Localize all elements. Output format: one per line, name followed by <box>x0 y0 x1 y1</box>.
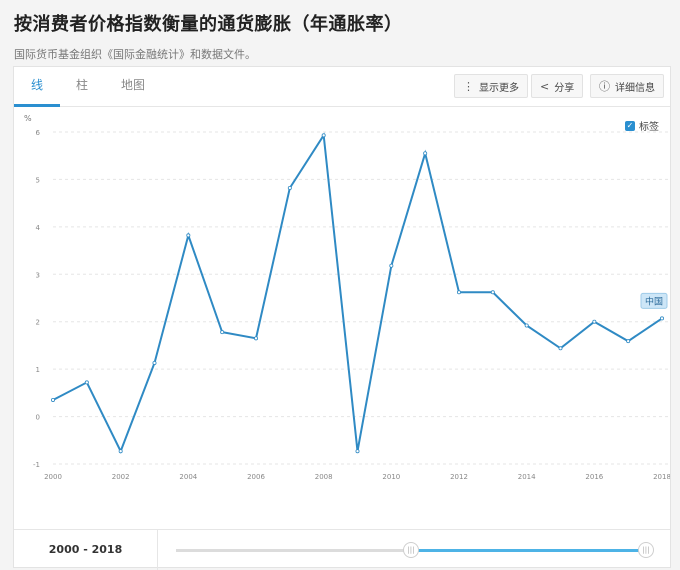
range-bar: 2000 - 2018 ||| ||| <box>14 529 670 570</box>
y-tick-label: 3 <box>36 271 40 279</box>
range-slider-fill <box>411 549 646 552</box>
x-tick-label: 2010 <box>382 473 400 481</box>
range-end-handle[interactable]: ||| <box>638 542 654 558</box>
range-start-handle[interactable]: ||| <box>403 542 419 558</box>
vertical-dots-icon: ⋮ <box>463 79 474 93</box>
label-toggle-text: 标签 <box>639 122 659 133</box>
details-label: 详细信息 <box>615 82 655 94</box>
data-point <box>423 151 428 156</box>
data-point <box>321 133 326 138</box>
page-title: 按消费者价格指数衡量的通货膨胀（年通胀率） <box>14 14 403 35</box>
x-tick-label: 2016 <box>585 473 603 481</box>
info-icon: ⓘ <box>599 80 610 93</box>
data-point <box>490 290 495 295</box>
y-axis-unit-label: % <box>24 114 32 123</box>
y-tick-label: 5 <box>36 176 40 184</box>
tab-map[interactable]: 地图 <box>120 78 145 92</box>
tab-line[interactable]: 线 <box>14 67 60 107</box>
data-point <box>592 319 597 324</box>
y-tick-label: 2 <box>36 319 40 327</box>
x-tick-label: 2006 <box>247 473 265 481</box>
x-tick-label: 2008 <box>315 473 333 481</box>
line-chart: % -1 0 1 2 3 4 5 6 2000 2002 2004 2006 2008 2010 2012 20… <box>24 114 670 481</box>
x-tick-label: 2018 <box>653 473 670 481</box>
x-tick-label: 2000 <box>44 473 62 481</box>
x-tick-label: 2002 <box>112 473 130 481</box>
y-tick-label: 0 <box>36 414 40 422</box>
details-button[interactable]: ⓘ 详细信息 <box>590 74 664 98</box>
share-label: 分享 <box>554 82 575 94</box>
checkbox-checked-icon[interactable]: ✓ <box>625 120 635 131</box>
series-label: 中国 <box>645 295 663 307</box>
x-tick-label: 2014 <box>518 473 536 481</box>
series-label-box <box>640 292 668 309</box>
label-toggle[interactable]: ✓ 标签 <box>625 118 659 133</box>
data-point <box>186 233 191 238</box>
data-point <box>626 339 631 344</box>
show-more-label: 显示更多 <box>479 82 519 94</box>
x-tick-label: 2004 <box>179 473 197 481</box>
x-tick-label: 2012 <box>450 473 468 481</box>
show-more-button[interactable]: ⋮ 显示更多 <box>454 74 528 98</box>
y-tick-label: 4 <box>36 224 41 232</box>
share-button[interactable]: < 分享 <box>531 74 584 98</box>
y-tick-label: 1 <box>36 366 40 374</box>
series-line <box>52 132 663 454</box>
data-point <box>558 346 563 351</box>
source-note: 国际货币基金组织《国际金融统计》和数据文件。 <box>14 48 256 61</box>
tab-bar: 线 柱 地图 ⋮ 显示更多 < 分享 ⓘ 详细信息 <box>14 67 670 107</box>
range-label: 2000 - 2018 <box>14 530 158 570</box>
data-point <box>524 323 529 328</box>
data-point <box>287 185 292 190</box>
data-point <box>253 336 258 341</box>
data-point <box>355 449 360 454</box>
data-point <box>118 449 123 454</box>
y-tick-label: -1 <box>33 461 40 469</box>
share-icon: < <box>540 79 550 93</box>
data-point <box>84 380 89 385</box>
tab-bar-chart[interactable]: 柱 <box>75 78 88 92</box>
data-point <box>51 397 56 402</box>
data-point <box>660 316 665 321</box>
y-tick-label: 6 <box>36 129 41 137</box>
data-point <box>152 360 157 365</box>
data-point <box>456 290 461 295</box>
data-point <box>220 330 225 335</box>
chart-card: 线 柱 地图 ⋮ 显示更多 < 分享 ⓘ 详细信息 ✓ 标签 % -1 0 1 2 3 4 5… <box>13 66 671 570</box>
data-point <box>389 263 394 268</box>
